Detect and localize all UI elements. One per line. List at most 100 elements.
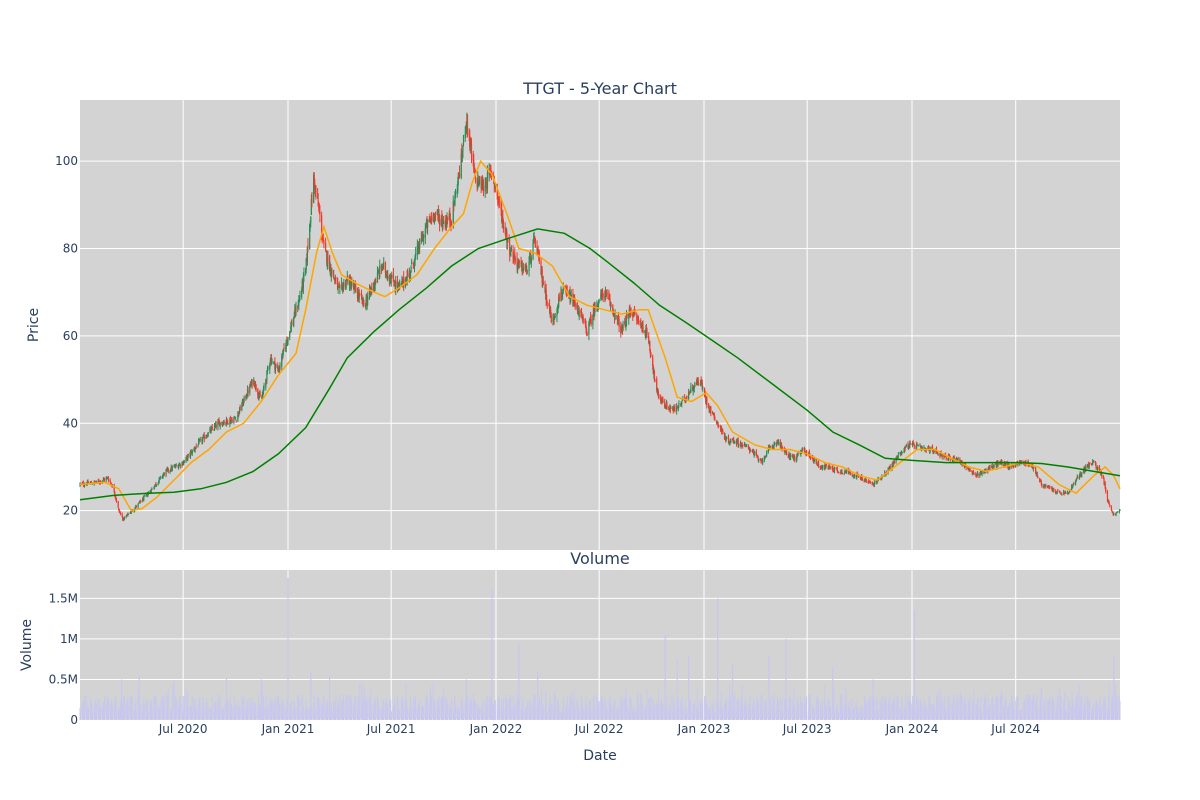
candle-body (277, 365, 279, 369)
candle-body (734, 441, 736, 443)
candle-body (756, 456, 758, 458)
candle-body (230, 419, 233, 421)
candle-body (584, 321, 587, 325)
candle-body (1043, 485, 1045, 487)
candle-body (500, 200, 502, 211)
candle-body (876, 481, 878, 482)
candle-body (150, 489, 152, 493)
candle-body (213, 425, 216, 430)
candle-body (993, 464, 995, 467)
candle-body (730, 439, 732, 443)
candle-body (534, 238, 536, 248)
candle-body (157, 483, 159, 485)
candle-body (94, 481, 96, 483)
price-y-tick-label: 80 (63, 242, 78, 256)
candle-body (632, 315, 634, 317)
candle-body (943, 454, 945, 458)
candle-body (247, 390, 249, 394)
candle-body (1085, 465, 1087, 470)
candle-body (763, 456, 766, 460)
candle-body (676, 405, 678, 412)
candle-body (594, 305, 596, 308)
candle-body (721, 428, 723, 432)
candle-body (219, 422, 221, 427)
candle-body (174, 466, 176, 468)
candle-body (263, 386, 265, 388)
candle-body (907, 444, 910, 448)
candle-body (717, 422, 719, 424)
candle-body (405, 278, 407, 284)
candle-body (767, 447, 769, 452)
candle-body (498, 197, 500, 205)
candle-body (1116, 512, 1118, 514)
candle-body (286, 339, 288, 341)
candle-body (768, 446, 771, 448)
x-tick-label: Jul 2022 (574, 722, 624, 736)
candle-body (478, 182, 480, 187)
candle-body (923, 447, 925, 448)
candle-body (353, 285, 355, 291)
candle-body (315, 185, 317, 193)
candle-body (406, 275, 408, 284)
candle-body (771, 445, 773, 448)
candle-body (653, 370, 656, 381)
candle-body (450, 221, 452, 225)
candle-body (261, 395, 263, 400)
candle-body (784, 450, 787, 451)
candle-body (1040, 481, 1042, 485)
candle-body (478, 177, 481, 185)
candle-body (512, 249, 514, 259)
candle-body (913, 444, 915, 447)
candle-body (845, 469, 848, 472)
candle-body (845, 471, 847, 473)
candle-body (758, 459, 760, 461)
candle-body (863, 481, 865, 483)
candle-body (589, 317, 592, 321)
candle-body (171, 467, 173, 470)
candle-body (179, 464, 181, 467)
candle-body (785, 451, 787, 453)
candle-body (98, 480, 100, 483)
candle-body (582, 316, 584, 323)
candle-body (458, 173, 461, 177)
candle-body (812, 457, 814, 459)
candle-body (1072, 485, 1074, 488)
x-tick-label: Jul 2020 (158, 722, 208, 736)
candle-body (103, 478, 105, 480)
candle-body (446, 218, 449, 221)
candle-body (1113, 514, 1115, 516)
candle-body (1001, 461, 1003, 466)
candle-body (975, 475, 977, 476)
candle-body (636, 318, 638, 320)
candle-body (346, 278, 348, 281)
candle-body (789, 456, 791, 458)
candle-body (1037, 476, 1039, 478)
candle-body (1049, 487, 1051, 489)
candle-body (326, 251, 328, 263)
candle-body (833, 468, 836, 472)
candle-body (841, 469, 843, 473)
candle-body (781, 445, 783, 449)
candle-body (640, 320, 642, 326)
candle-body (250, 383, 252, 386)
candle-body (670, 408, 672, 409)
candle-body (442, 222, 445, 224)
candle-body (636, 316, 638, 320)
candle-body (391, 275, 393, 279)
candle-body (211, 426, 213, 430)
candle-body (693, 388, 695, 391)
candle-body (988, 466, 990, 470)
candle-body (161, 477, 163, 478)
candle-body (238, 407, 241, 414)
candle-body (757, 457, 759, 460)
candle-body (992, 466, 994, 468)
candle-body (750, 450, 752, 452)
candle-body (199, 438, 201, 440)
candle-body (616, 315, 618, 320)
candle-body (574, 300, 576, 304)
candle-body (626, 314, 628, 318)
candle-body (1058, 490, 1061, 492)
candle-body (753, 454, 755, 455)
candle-body (561, 294, 563, 296)
candle-body (528, 261, 530, 272)
